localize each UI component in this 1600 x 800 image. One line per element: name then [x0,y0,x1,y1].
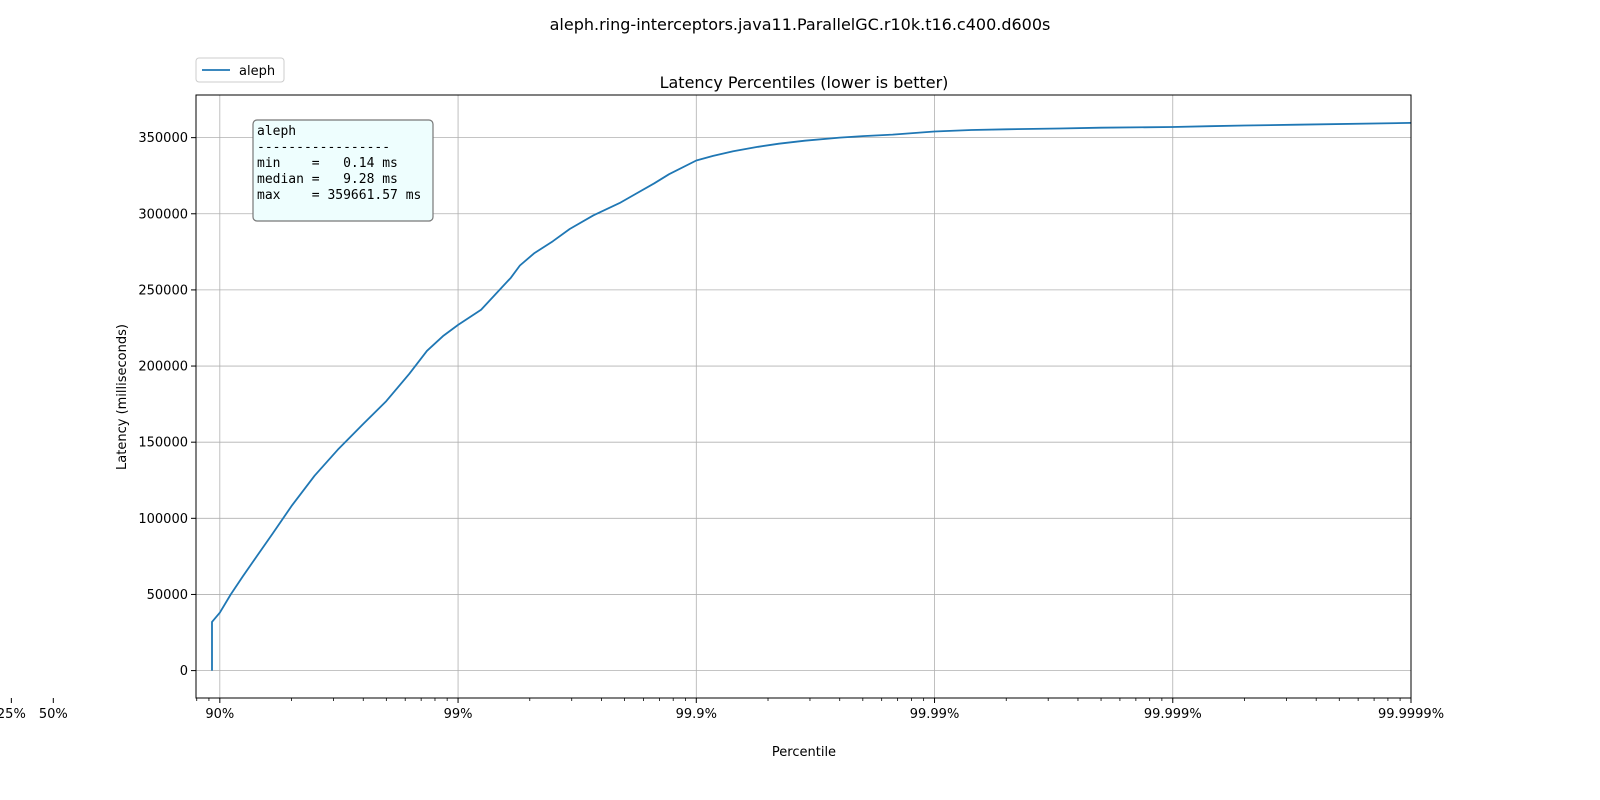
x-tick-label-99.999%: 99.999% [1144,707,1202,722]
legend-label-aleph: aleph [239,64,275,79]
x-tick-label-25%: 25% [0,707,26,722]
y-axis-label: Latency (milliseconds) [115,324,130,470]
y-tick-label-0: 0 [180,664,188,679]
tick-layer: 25% 50% 90% 99% 99.9% 99.99% 99.999% 99.9999% 0 5… [0,131,1444,722]
y-tick-label-100000: 100000 [138,512,188,527]
chart-title: Latency Percentiles (lower is better) [660,73,949,92]
y-tick-label-350000: 350000 [138,131,188,146]
stats-line-median: median = 9.28 ms [257,172,398,187]
x-tick-label-99.9999%: 99.9999% [1378,707,1444,722]
y-tick-label-250000: 250000 [138,283,188,298]
stats-line-divider: ----------------- [257,140,390,155]
y-tick-label-200000: 200000 [138,360,188,375]
x-tick-label-99%: 99% [444,707,473,722]
plot-frame [195,94,1412,699]
series-layer [211,122,1412,672]
stats-box-frame [252,119,434,222]
legend: aleph [195,57,285,83]
series-line-aleph [211,122,1412,672]
stats-line-title: aleph [257,124,296,139]
y-tick-label-150000: 150000 [138,436,188,451]
figure-title: aleph.ring-interceptors.java11.ParallelG… [550,15,1051,34]
stats-line-max: max = 359661.57 ms [257,188,421,203]
x-tick-label-50%: 50% [39,707,68,722]
legend-box [195,57,285,83]
x-tick-label-99.99%: 99.99% [910,707,960,722]
stats-line-min: min = 0.14 ms [257,156,398,171]
y-tick-label-50000: 50000 [147,588,188,603]
stats-box: aleph ----------------- min = 0.14 ms me… [252,119,434,222]
y-tick-label-300000: 300000 [138,207,188,222]
x-axis-label: Percentile [772,745,836,760]
x-tick-label-90%: 90% [205,707,234,722]
x-tick-label-99.9%: 99.9% [676,707,717,722]
